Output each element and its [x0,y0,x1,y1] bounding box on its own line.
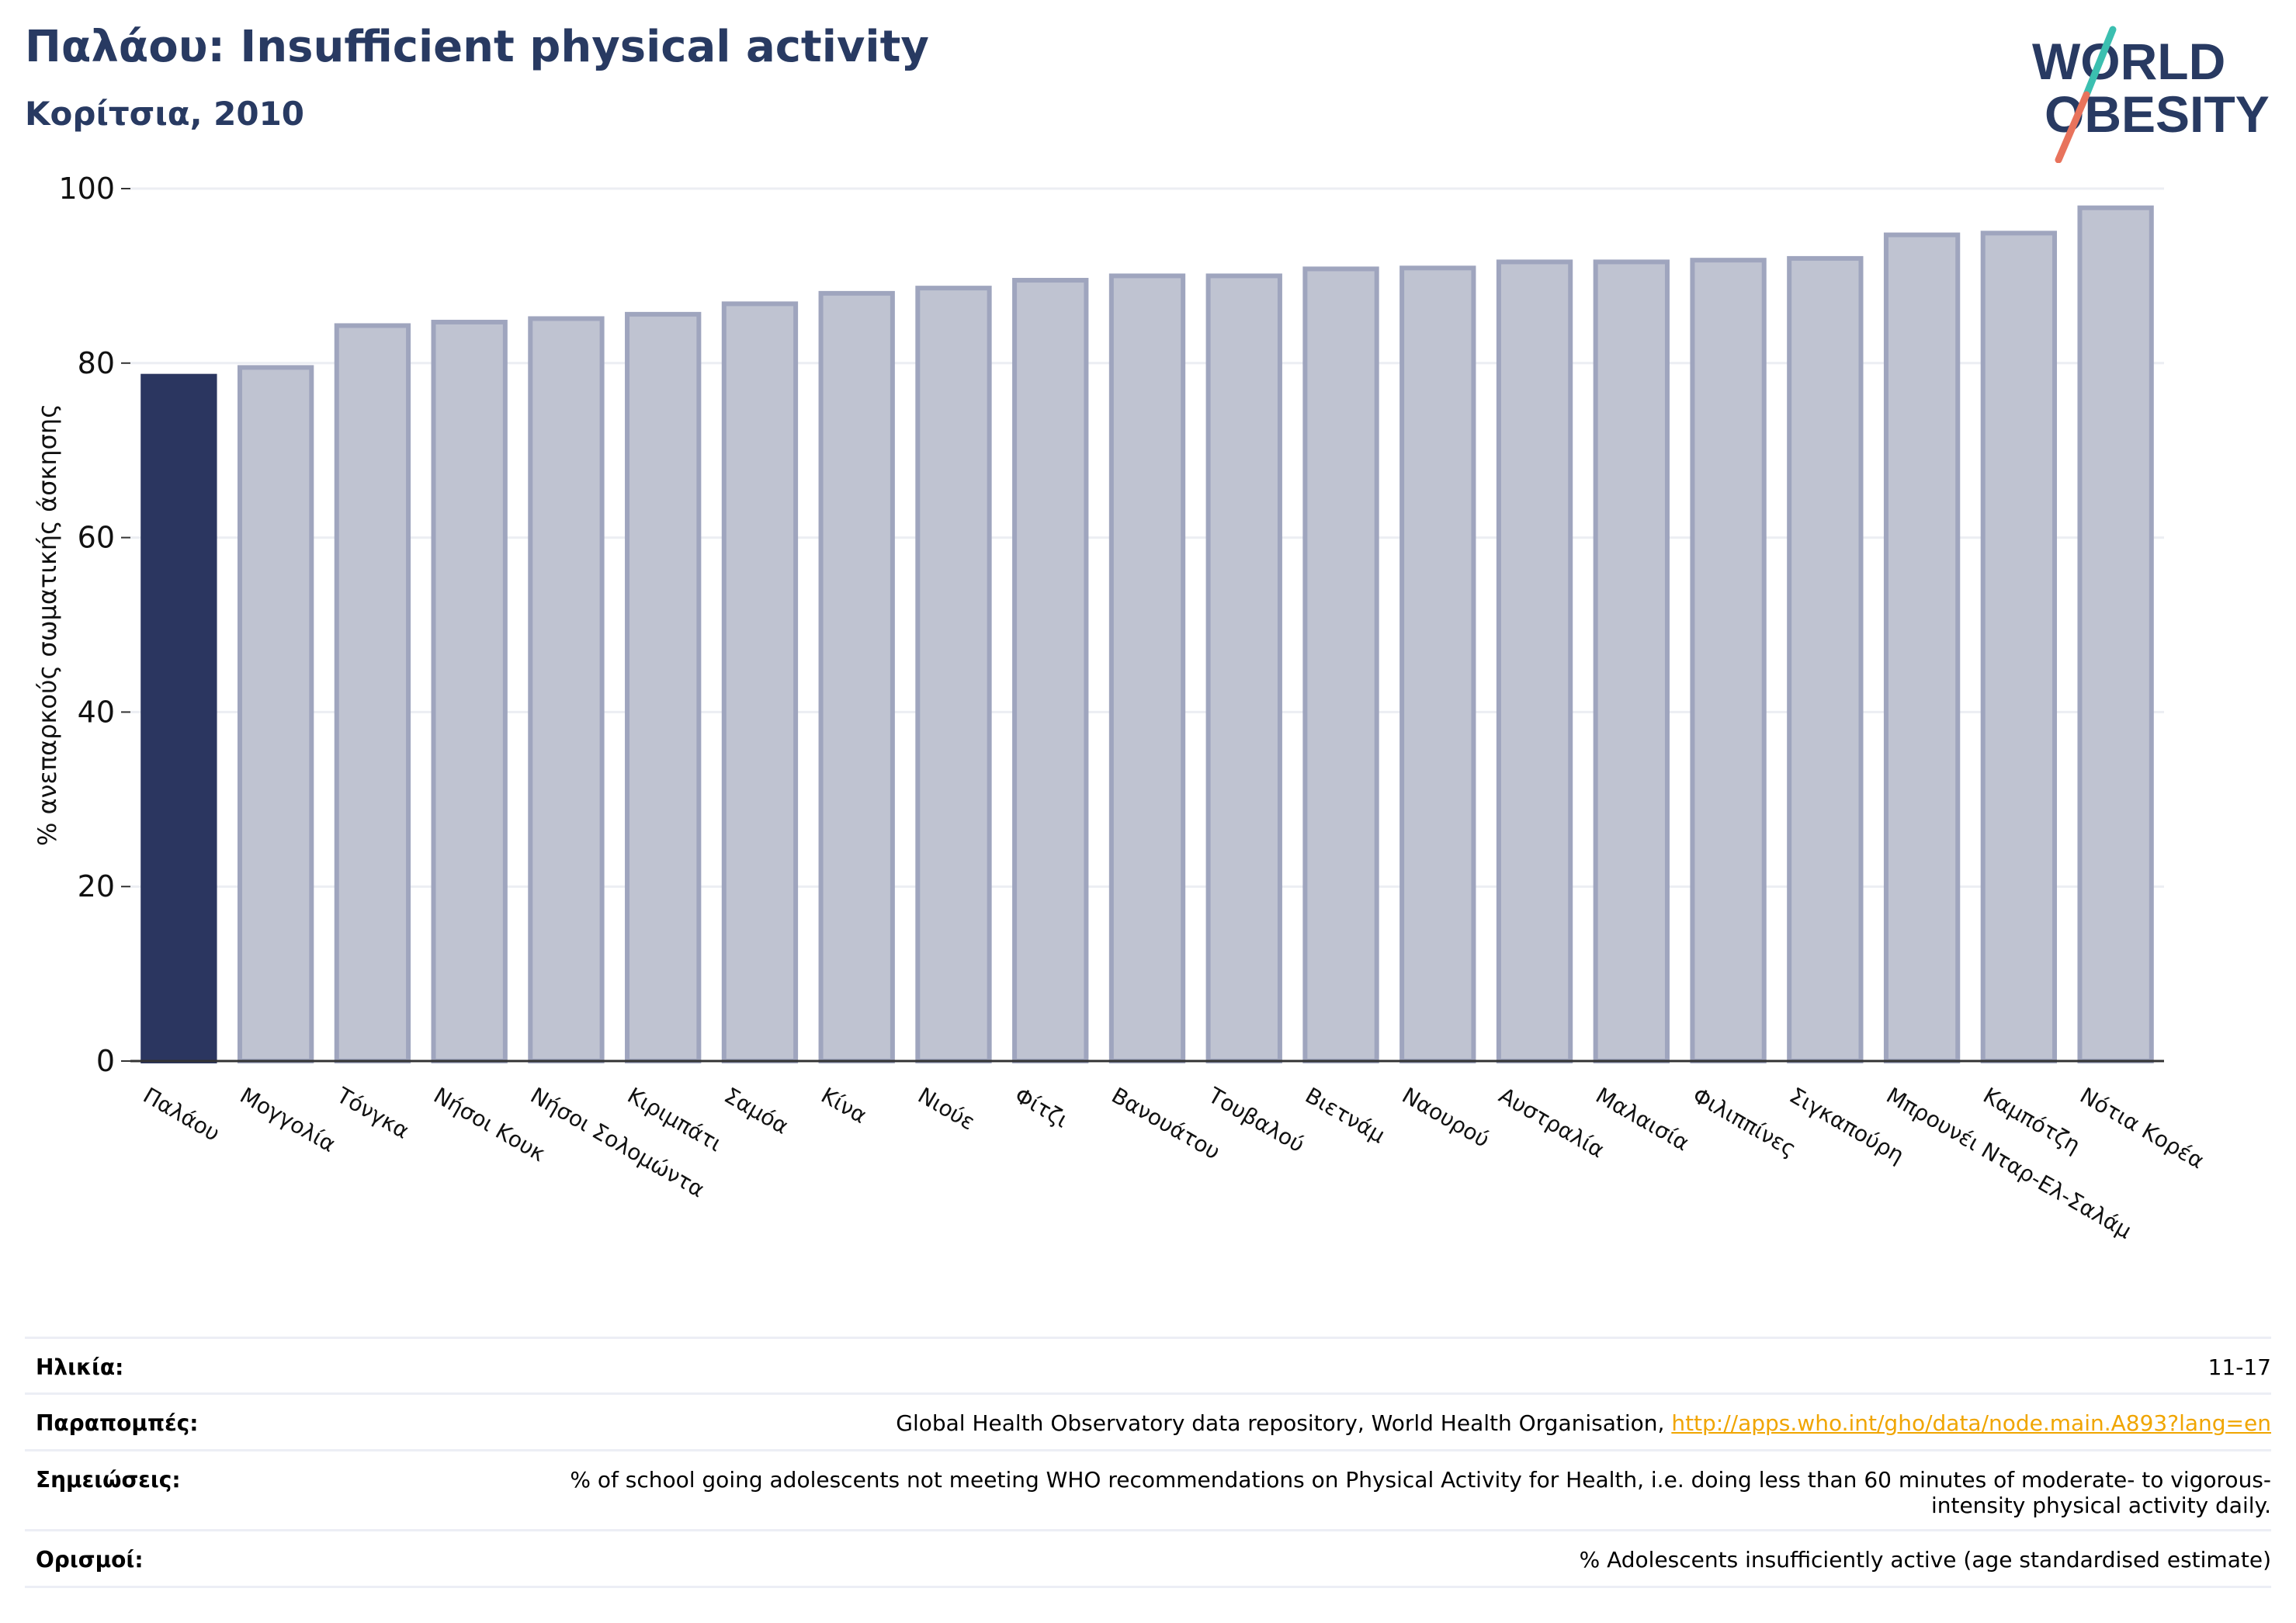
bar [237,365,314,1064]
x-tick-label: Μογγολία [236,1082,340,1157]
bar [334,323,411,1063]
info-table: Ηλικία: 11-17 Παραπομπές: Global Health … [25,1337,2271,1588]
references-value: Global Health Observatory data repositor… [896,1410,2271,1436]
notes-label: Σημειώσεις: [36,1467,181,1493]
bar [1302,266,1379,1063]
info-row-age: Ηλικία: 11-17 [25,1337,2271,1392]
definitions-value: % Adolescents insufficiently active (age… [1579,1547,2271,1573]
bars [140,205,2154,1064]
bar [721,301,799,1064]
x-tick-label: Βανουάτου [1108,1082,1225,1164]
y-tick-label: 60 [78,521,115,555]
y-tick-label: 100 [58,172,115,206]
bar [625,311,702,1063]
bar [528,316,605,1063]
x-tick-label: Μαλαισία [1591,1082,1694,1156]
logo-word-obesity: OBESITY [2045,85,2270,143]
y-tick-label: 0 [96,1044,115,1078]
info-row-definitions: Ορισμοί: % Adolescents insufficiently ac… [25,1529,2271,1588]
bar [915,286,992,1063]
bar [1593,259,1670,1063]
bar [1108,273,1186,1063]
bar [1012,278,1089,1063]
info-row-references: Παραπομπές: Global Health Observatory da… [25,1392,2271,1449]
x-tick-label: Φιλιππίνες [1688,1082,1801,1162]
bar [431,319,508,1063]
logo-word-world: WORLD [2032,33,2225,90]
bar [1399,265,1476,1063]
x-tick-label: Ναουρού [1398,1082,1494,1153]
references-label: Παραπομπές: [36,1410,199,1436]
bar [1496,259,1573,1063]
bar [818,290,895,1063]
bar [1883,232,1961,1063]
bar [1787,255,1864,1063]
info-row-notes: Σημειώσεις: % of school going adolescent… [25,1449,2271,1529]
x-tick-label: Σαμόα [720,1082,793,1139]
chart-subtitle: Κορίτσια, 2010 [25,95,305,133]
y-tick-label: 20 [78,869,115,903]
x-tick-label: Νότια Κορέα [2076,1082,2208,1174]
y-axis-label: % ανεπαρκούς σωματικής άσκησης [33,404,62,846]
logo-slash-bottom [2055,91,2090,163]
chart-title: Παλάου: Insufficient physical activity [25,22,929,72]
bar [1980,231,2058,1064]
age-value: 11-17 [2208,1354,2271,1380]
y-tick-label: 40 [78,695,115,729]
x-tick-label: Νήσοι Σολομώντα [526,1082,709,1202]
bar [2077,205,2154,1063]
x-tick-label: Φίτζι [1011,1082,1073,1132]
references-link[interactable]: http://apps.who.int/gho/data/node.main.A… [1671,1410,2271,1436]
world-obesity-logo: WORLD OBESITY [2032,26,2270,163]
x-tick-label: Νιούε [914,1082,980,1135]
references-text: Global Health Observatory data repositor… [896,1410,1672,1436]
bar [1690,258,1767,1064]
bar [1205,273,1282,1063]
y-axis-ticks: 0 20 40 60 80 100 [58,172,130,1078]
x-tick-label: Παλάου [139,1082,224,1146]
logo-slash-top [2083,26,2117,99]
y-tick-label: 80 [78,346,115,380]
age-label: Ηλικία: [36,1354,124,1380]
notes-value: % of school going adolescents not meetin… [570,1467,2271,1518]
x-tick-label: Κίνα [817,1082,871,1129]
bar-highlight [140,373,217,1064]
x-tick-label: Βιετνάμ [1301,1082,1389,1148]
x-tick-label: Τόνγκα [332,1082,414,1144]
x-tick-label: Αυστραλία [1495,1082,1609,1163]
definitions-label: Ορισμοί: [36,1547,144,1573]
